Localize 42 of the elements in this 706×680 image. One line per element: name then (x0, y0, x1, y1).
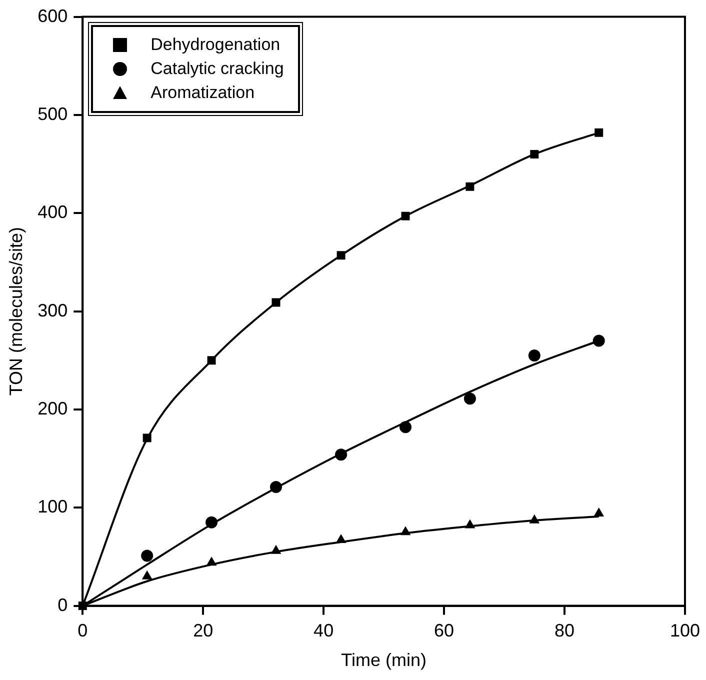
point (206, 516, 218, 528)
x-tick-label: 20 (193, 620, 214, 641)
point (464, 392, 476, 405)
x-tick-label: 100 (670, 620, 700, 641)
x-tick-label: 0 (78, 620, 88, 641)
point (335, 448, 348, 461)
x-tick-label: 40 (314, 620, 334, 641)
legend-label: Dehydrogenation (150, 34, 280, 56)
point (401, 212, 410, 220)
point (399, 421, 412, 434)
x-axis-title: Time (min) (341, 650, 426, 670)
point (336, 251, 346, 260)
point (141, 550, 154, 562)
y-tick-label: 300 (38, 300, 68, 320)
point (466, 182, 474, 191)
point (530, 150, 539, 158)
y-tick-label: 400 (38, 202, 68, 222)
point (594, 128, 604, 137)
y-tick-label: 600 (38, 6, 68, 26)
point (272, 298, 280, 307)
legend-label: Catalytic cracking (150, 58, 284, 80)
point (529, 514, 540, 524)
point (270, 481, 282, 494)
point (207, 356, 216, 365)
y-tick-label: 200 (38, 398, 68, 418)
x-tick-label: 80 (554, 620, 575, 641)
point (464, 519, 476, 528)
point (142, 434, 152, 442)
point (592, 334, 605, 347)
legend-label: Aromatization (150, 82, 255, 104)
point (206, 556, 217, 566)
y-axis-title: TON (molecules/site) (6, 226, 26, 396)
point (142, 570, 152, 580)
y-tick-label: 500 (38, 104, 68, 124)
point (594, 508, 604, 517)
point (270, 544, 282, 554)
x-tick-label: 60 (434, 620, 454, 641)
point (528, 349, 540, 362)
y-tick-label: 0 (58, 594, 68, 615)
y-tick-label: 100 (38, 496, 68, 517)
point (336, 534, 346, 544)
point (400, 526, 411, 536)
